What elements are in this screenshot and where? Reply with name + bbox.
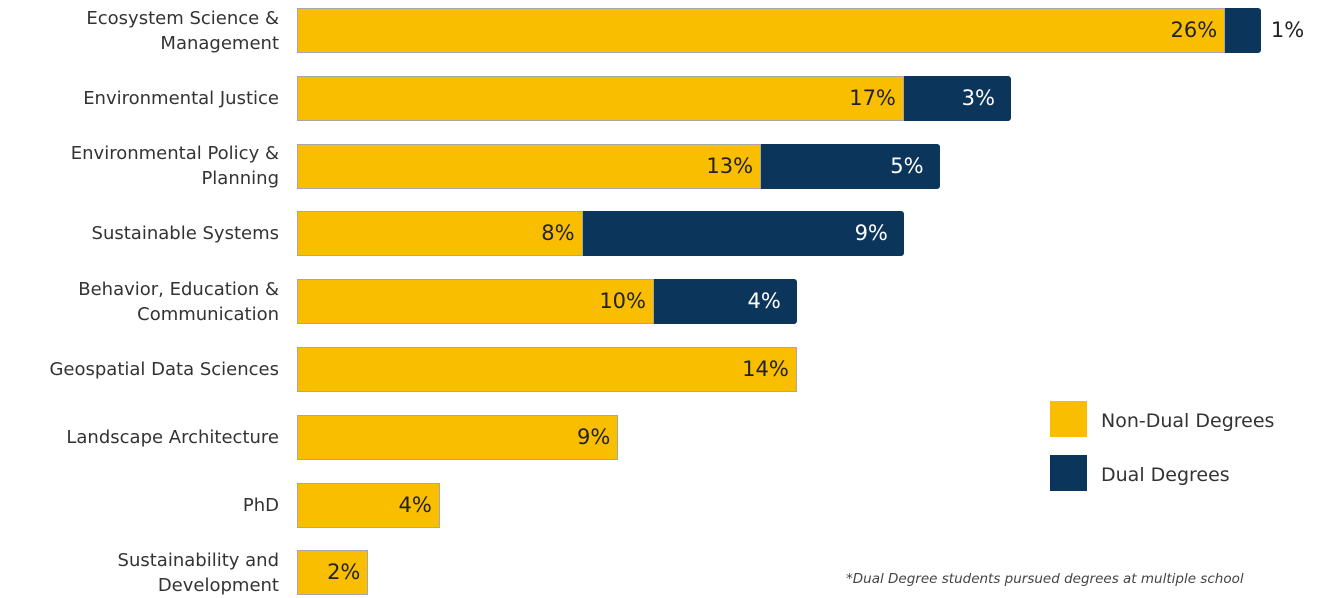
category-label-behavior-education-communication: Behavior, Education & Communication [0,277,279,327]
data-label-non-dual-sustainable-systems: 8% [541,221,575,246]
category-label-ecosystem-science-management: Ecosystem Science & Management [0,6,279,56]
bar-non-dual-behavior-education-communication [297,279,654,325]
bar-dual-environmental-policy-planning [761,143,940,189]
category-label-line: PhD [242,494,279,516]
data-label-non-dual-sustainability-and-development: 2% [327,560,361,585]
category-label-line: Environmental Justice [83,87,279,109]
category-label-sustainable-systems: Sustainable Systems [0,221,279,246]
bar-dual-ecosystem-science-management [1225,8,1261,53]
legend-label-dual: Dual Degrees [1101,464,1230,486]
legend-swatch-dual [1050,455,1087,491]
bar-non-dual-phd [297,482,440,528]
data-label-non-dual-phd: 4% [398,492,432,517]
data-label-dual-behavior-education-communication: 4% [747,289,781,314]
category-label-line: Geospatial Data Sciences [49,359,279,380]
bar-non-dual-ecosystem-science-management [297,8,1226,53]
bar-dual-sustainable-systems [582,211,904,257]
category-label-line: Ecosystem Science & [86,7,279,29]
bar-dual-behavior-education-communication [654,279,797,325]
category-label-phd: PhD [0,493,279,518]
category-label-line: Planning [201,168,279,190]
category-label-line: Sustainable Systems [91,223,279,245]
bar-non-dual-environmental-justice [297,75,904,121]
bar-non-dual-landscape-architecture [297,414,619,460]
category-label-line: Communication [137,303,279,325]
data-label-non-dual-ecosystem-science-management: 26% [1170,18,1218,42]
data-label-dual-sustainable-systems: 9% [854,221,888,246]
bar-non-dual-sustainable-systems [297,211,583,257]
category-label-sustainability-and-development: Sustainability and Development [0,548,279,598]
bar-non-dual-geospatial-data-sciences [297,347,797,392]
category-label-line: Environmental Policy & [70,143,279,165]
legend-swatch-non-dual [1050,401,1087,437]
bar-non-dual-environmental-policy-planning [297,143,762,189]
data-label-non-dual-environmental-policy-planning: 13% [706,153,754,178]
data-label-dual-environmental-justice: 3% [961,85,995,110]
category-label-environmental-policy-planning: Environmental Policy & Planning [0,141,279,191]
data-label-non-dual-behavior-education-communication: 10% [599,289,646,314]
category-label-line: Sustainability and [117,549,279,571]
category-label-landscape-architecture: Landscape Architecture [0,425,279,450]
category-label-line: Development [157,574,279,596]
bar-dual-environmental-justice [903,75,1011,121]
bar-non-dual-sustainability-and-development [297,550,369,596]
data-label-dual-ecosystem-science-management: 1% [1270,18,1305,42]
data-label-non-dual-environmental-justice: 17% [849,85,896,110]
category-label-environmental-justice: Environmental Justice [0,86,279,111]
data-label-non-dual-geospatial-data-sciences: 14% [742,357,789,381]
chart-footnote: *Dual Degree students pursued degrees at… [846,571,1244,587]
data-label-non-dual-landscape-architecture: 9% [576,424,611,449]
category-label-geospatial-data-sciences: Geospatial Data Sciences [0,357,279,382]
category-label-line: Behavior, Education & [78,278,279,300]
legend-label-non-dual: Non-Dual Degrees [1101,410,1275,432]
data-label-dual-environmental-policy-planning: 5% [890,153,924,178]
category-label-line: Landscape Architecture [66,426,279,448]
category-label-line: Management [160,32,279,54]
